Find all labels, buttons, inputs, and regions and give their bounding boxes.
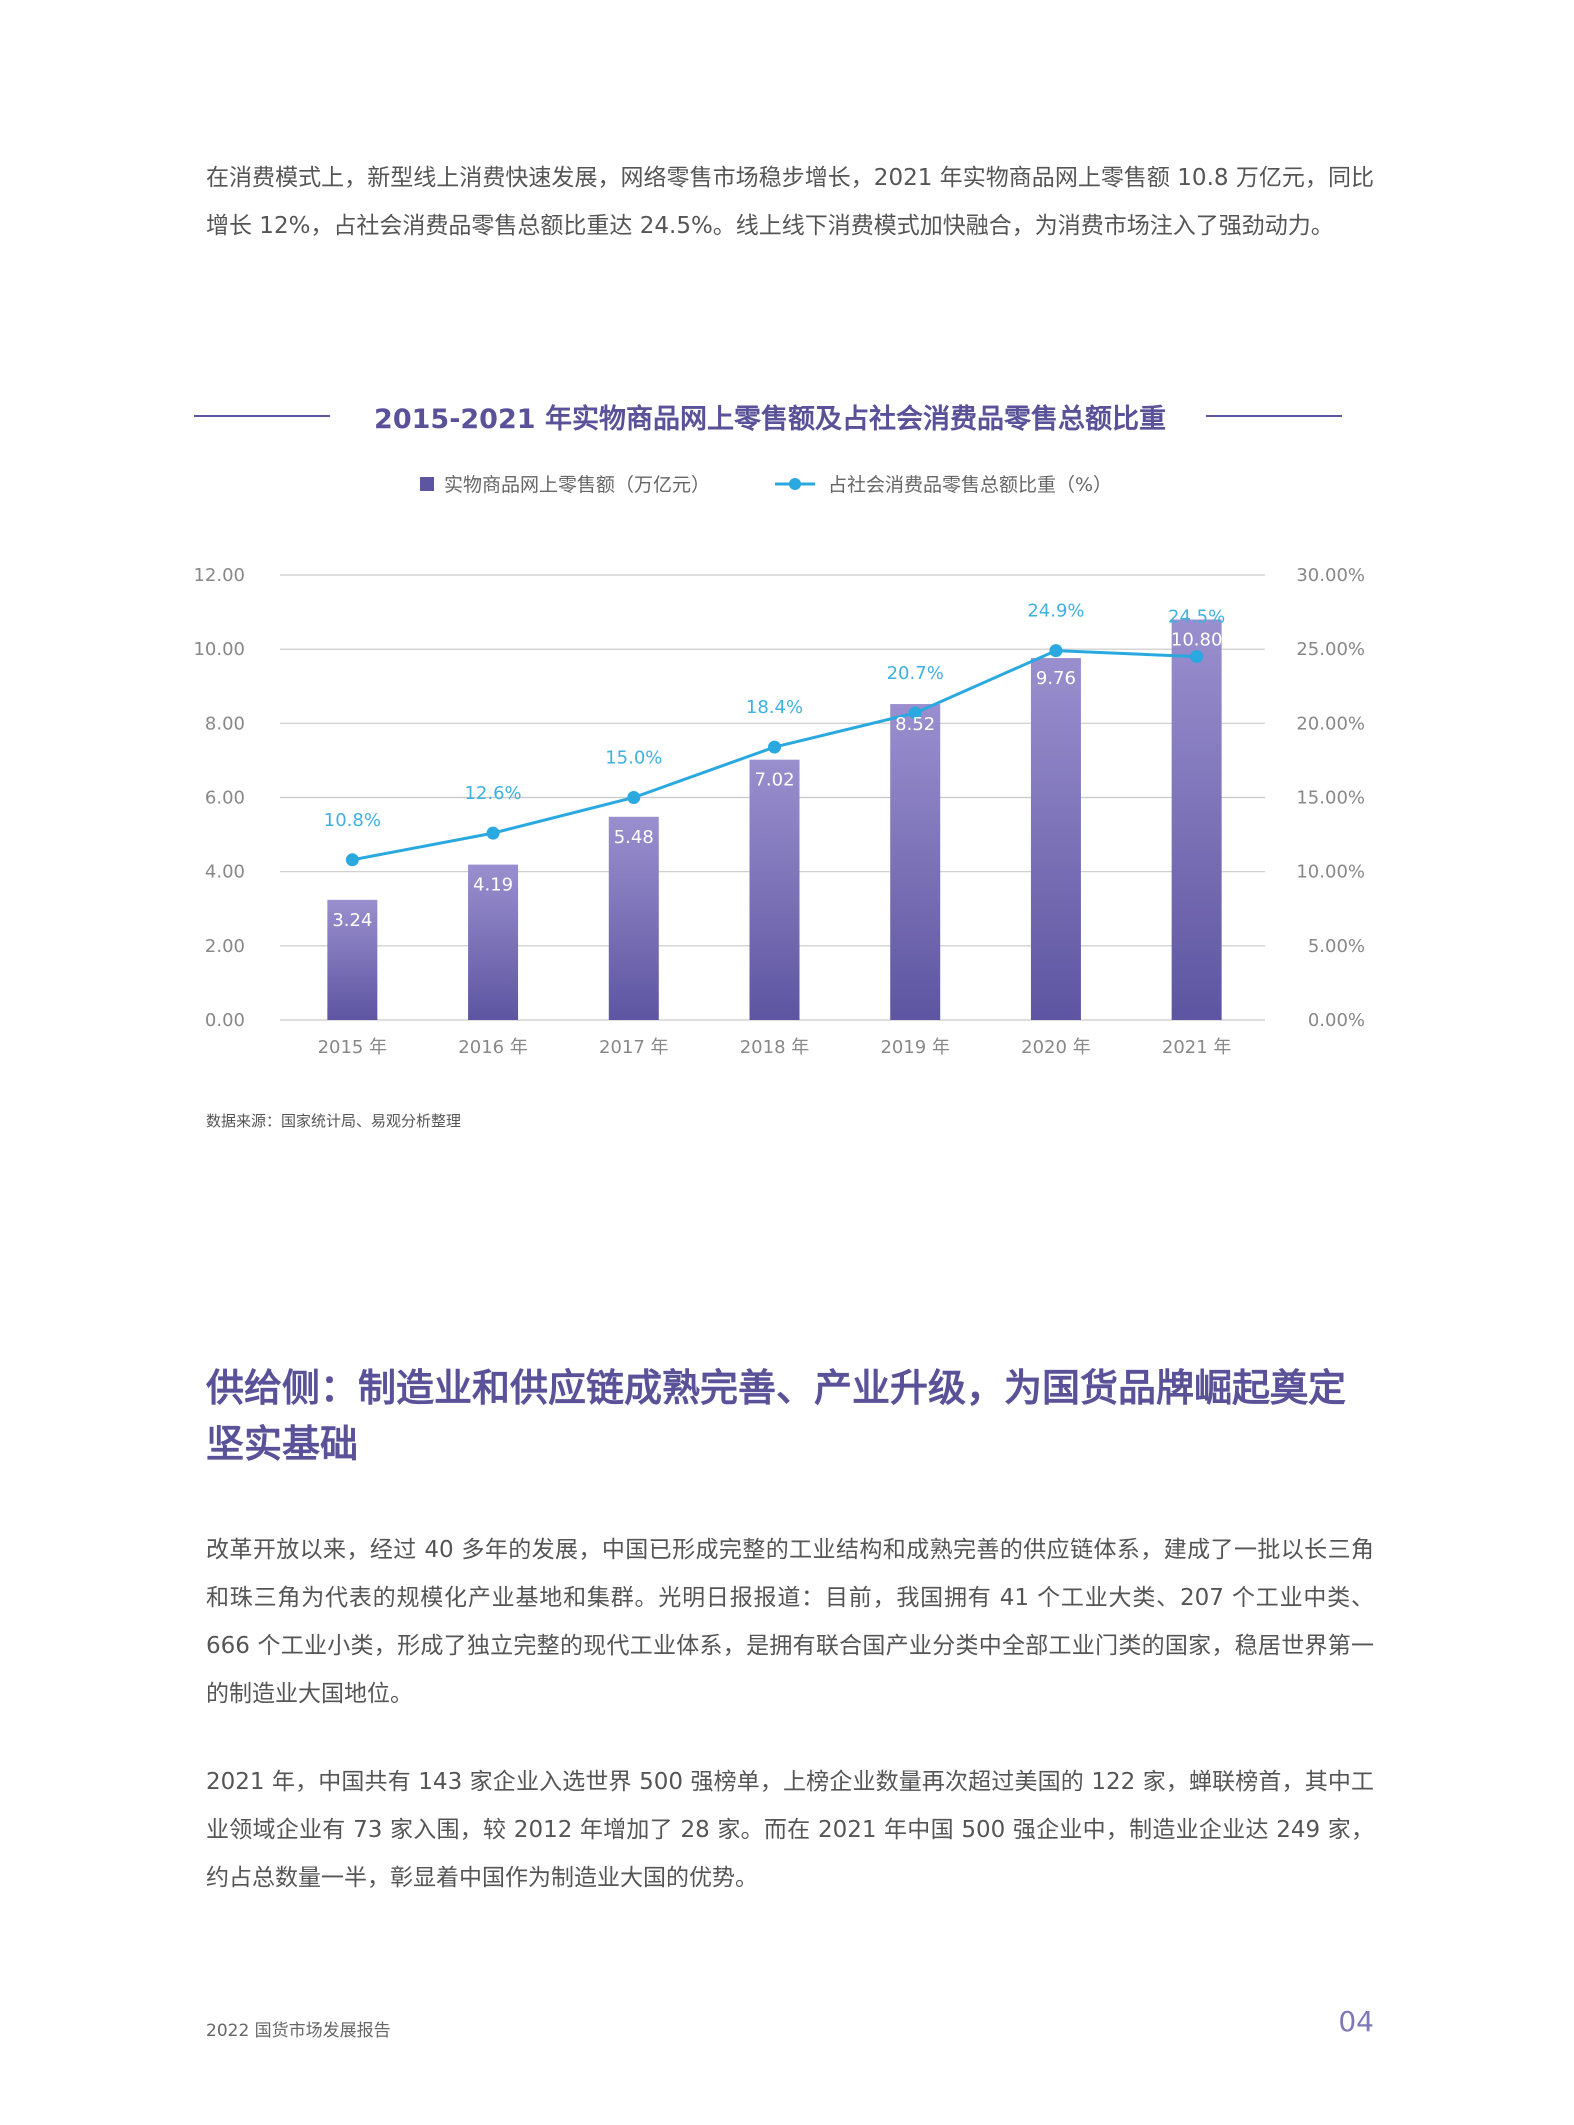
line-value-label: 18.4%	[746, 697, 803, 718]
x-tick-label: 2015 年	[318, 1037, 388, 1058]
data-source-note: 数据来源：国家统计局、易观分析整理	[206, 1112, 462, 1130]
line-value-label: 12.6%	[464, 783, 521, 804]
y-right-tick-label: 20.00%	[1296, 713, 1365, 734]
y-left-tick-label: 6.00	[205, 788, 245, 809]
line-value-label: 10.8%	[324, 810, 381, 831]
line-point	[345, 853, 359, 867]
paragraph-consumption: 在消费模式上，新型线上消费快速发展，网络零售市场稳步增长，2021 年实物商品网…	[206, 165, 1374, 239]
chart-title: 2015-2021 年实物商品网上零售额及占社会消费品零售总额比重	[374, 404, 1166, 435]
title-decor-line-right	[1206, 415, 1342, 417]
bar-value-label: 10.80	[1171, 630, 1223, 651]
y-left-tick-label: 8.00	[205, 713, 245, 734]
chart-line	[345, 644, 1204, 867]
legend-bar-label: 实物商品网上零售额（万亿元）	[444, 474, 710, 496]
chart-bars	[327, 619, 1222, 1020]
chart-title-row: 2015-2021 年实物商品网上零售额及占社会消费品零售总额比重	[190, 393, 1350, 439]
chart-grid: 0.00 2.00 4.00 6.00 8.00 10.00 12.00 0.00% 5.00%…	[193, 565, 1365, 1031]
line-point	[1190, 650, 1204, 664]
bar-value-label: 8.52	[895, 714, 935, 735]
bar	[608, 816, 659, 1020]
x-tick-label: 2017 年	[599, 1037, 669, 1058]
bar	[749, 759, 800, 1020]
line-point	[1049, 644, 1063, 658]
line-point	[627, 791, 641, 804]
chart-legend: 实物商品网上零售额（万亿元） 占社会消费品零售总额比重（%）	[420, 474, 1112, 496]
line-value-label: 24.5%	[1168, 607, 1225, 628]
legend-line-marker	[789, 478, 801, 490]
y-left-tick-label: 0.00	[205, 1010, 245, 1031]
bar	[1171, 619, 1222, 1020]
chart-labels: 3.24 2015 年 4.19 2016 年 5.48 2017 年 7.02 2018 年…	[318, 601, 1232, 1058]
y-left-tick-label: 12.00	[193, 565, 245, 586]
bar	[890, 704, 941, 1020]
line-value-label: 20.7%	[887, 663, 944, 684]
page-number: 04	[1338, 2005, 1374, 2038]
paragraph-fortune500: 2021 年，中国共有 143 家企业入选世界 500 强榜单，上榜企业数量再次…	[206, 1769, 1374, 1891]
bar	[468, 864, 519, 1020]
y-right-tick-label: 0.00%	[1308, 1010, 1365, 1031]
bar	[1030, 658, 1081, 1020]
bar-value-label: 3.24	[332, 910, 372, 931]
title-decor-line-left	[194, 415, 330, 417]
x-tick-label: 2018 年	[740, 1037, 810, 1058]
y-right-tick-label: 30.00%	[1296, 565, 1365, 586]
legend-line-label: 占社会消费品零售总额比重（%）	[828, 474, 1112, 496]
y-left-tick-label: 2.00	[205, 936, 245, 957]
bar-value-label: 7.02	[754, 770, 794, 791]
line-point	[908, 706, 922, 720]
y-left-tick-label: 4.00	[205, 862, 245, 883]
combo-chart: 实物商品网上零售额（万亿元） 占社会消费品零售总额比重（%） 0.00 2.00 4.…	[193, 474, 1365, 1058]
x-tick-label: 2019 年	[880, 1037, 950, 1058]
bar-value-label: 9.76	[1036, 668, 1076, 689]
paragraph-industry: 改革开放以来，经过 40 多年的发展，中国已形成完整的工业结构和成熟完善的供应链…	[206, 1537, 1374, 1707]
line-value-label: 15.0%	[605, 748, 662, 769]
bar	[327, 899, 378, 1020]
legend-bar-swatch	[420, 477, 434, 491]
x-tick-label: 2016 年	[458, 1037, 528, 1058]
bar-value-label: 4.19	[473, 875, 513, 896]
section-heading: 供给侧：制造业和供应链成熟完善、产业升级，为国货品牌崛起奠定坚实基础	[206, 1366, 1347, 1466]
line-point	[768, 740, 781, 754]
bar-value-label: 5.48	[614, 827, 654, 848]
line-value-label: 24.9%	[1027, 601, 1084, 622]
y-right-tick-label: 5.00%	[1308, 936, 1365, 957]
y-right-tick-label: 10.00%	[1296, 862, 1365, 883]
y-right-tick-label: 15.00%	[1296, 788, 1365, 809]
x-tick-label: 2021 年	[1162, 1037, 1232, 1058]
x-tick-label: 2020 年	[1021, 1037, 1091, 1058]
y-right-tick-label: 25.00%	[1296, 639, 1365, 660]
y-left-tick-label: 10.00	[193, 639, 245, 660]
footer-report-name: 2022 国货市场发展报告	[206, 2021, 391, 2041]
line-point	[486, 826, 500, 840]
